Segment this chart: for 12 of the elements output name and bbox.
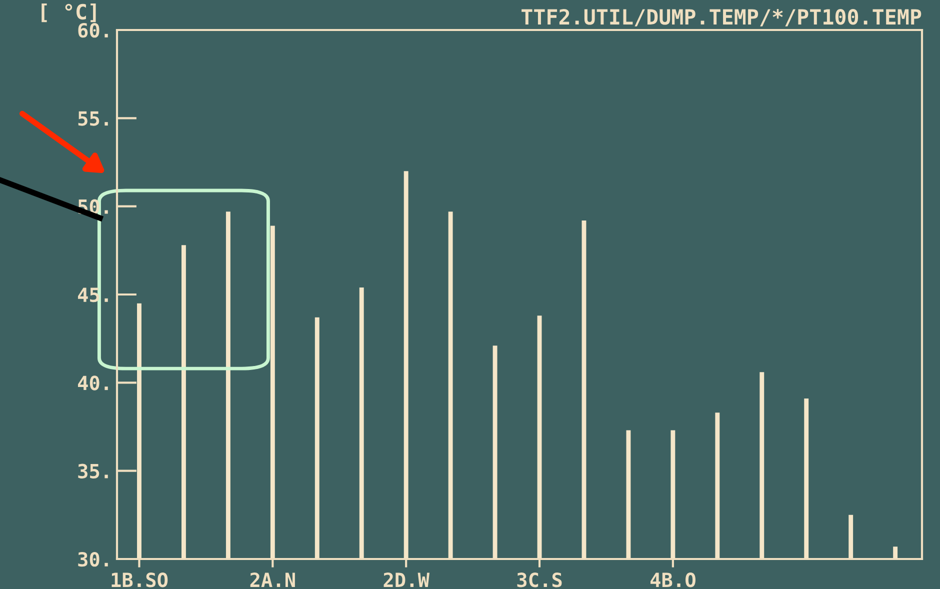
x-tick-label: 4B.O bbox=[650, 572, 696, 588]
x-tick-label: 2A.N bbox=[250, 572, 295, 587]
x-tick-label: 2D.W bbox=[384, 572, 430, 587]
y-tick-label: 40. bbox=[78, 376, 108, 390]
y-axis-title: [ °C] bbox=[42, 3, 96, 22]
y-tick-label: 30. bbox=[78, 552, 108, 567]
y-tick-label: 35. bbox=[78, 464, 108, 478]
chart-title: TTF2.UTIL/DUMP.TEMP/*/PT100.TEMP bbox=[522, 8, 922, 26]
x-tick-label: 1B.SO bbox=[112, 572, 168, 588]
y-tick-label: 55. bbox=[78, 111, 108, 126]
x-tick-label: 3C.S bbox=[517, 572, 562, 588]
y-tick-label: 60. bbox=[78, 22, 108, 38]
